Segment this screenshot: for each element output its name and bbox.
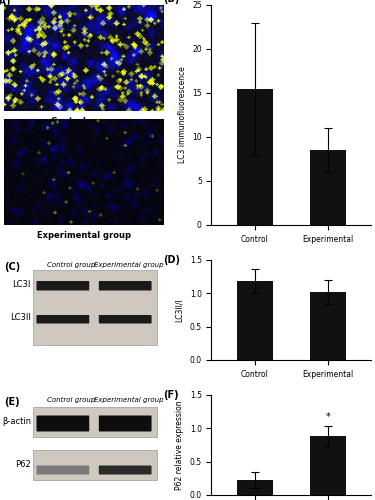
Text: (A): (A)	[0, 0, 10, 6]
Y-axis label: P62 relative expression: P62 relative expression	[175, 400, 184, 490]
Bar	[237, 480, 273, 495]
Text: β-actin: β-actin	[2, 418, 31, 426]
Text: Experimental group: Experimental group	[37, 232, 130, 240]
Text: (F): (F)	[164, 390, 179, 400]
Text: LC3II: LC3II	[10, 314, 31, 322]
Y-axis label: LC3 immunofluorescence: LC3 immunofluorescence	[178, 66, 187, 164]
FancyBboxPatch shape	[36, 315, 89, 324]
Text: *: *	[325, 412, 330, 422]
Text: (E): (E)	[4, 397, 20, 407]
Text: Control group: Control group	[46, 397, 95, 403]
Text: Contral group: Contral group	[51, 117, 117, 126]
FancyBboxPatch shape	[99, 416, 152, 432]
Text: Control group: Control group	[46, 262, 95, 268]
Text: LC3I: LC3I	[12, 280, 31, 289]
FancyBboxPatch shape	[36, 281, 89, 290]
FancyBboxPatch shape	[99, 466, 152, 474]
FancyBboxPatch shape	[36, 466, 89, 474]
Bar	[309, 150, 346, 225]
FancyBboxPatch shape	[99, 281, 152, 290]
Bar	[237, 282, 273, 360]
Bar	[33, 270, 157, 345]
Text: (D): (D)	[164, 255, 180, 265]
Text: (B): (B)	[164, 0, 180, 4]
Text: Experimental group: Experimental group	[94, 262, 163, 268]
Bar	[237, 88, 273, 225]
FancyBboxPatch shape	[36, 416, 89, 432]
Text: P62: P62	[15, 460, 31, 469]
Y-axis label: LC3II/I: LC3II/I	[175, 298, 184, 322]
Text: (C): (C)	[4, 262, 20, 272]
Bar	[33, 407, 157, 437]
Bar	[33, 450, 157, 480]
Bar	[309, 292, 346, 360]
FancyBboxPatch shape	[99, 315, 152, 324]
Text: Experimental group: Experimental group	[94, 397, 163, 403]
Bar	[309, 436, 346, 495]
